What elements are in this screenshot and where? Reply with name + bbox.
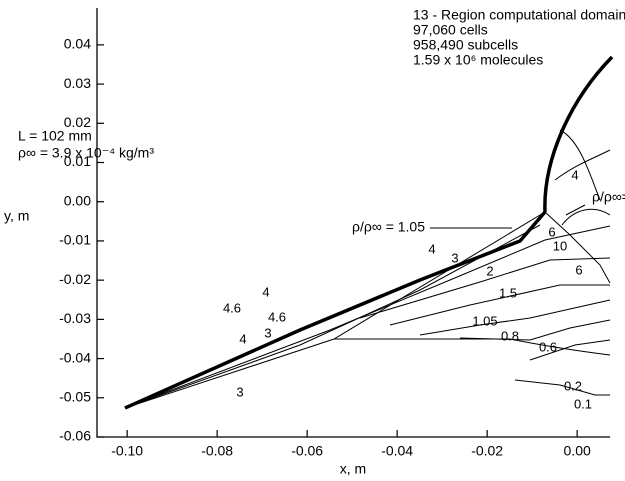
x-tick-label: -0.10 [111,443,143,459]
contour-label: 1.5 [499,285,517,300]
y-tick-label: -0.01 [59,232,91,248]
contour-label: 4 [571,167,578,182]
contour-label: 6 [548,224,555,239]
contour-label: 3 [264,325,271,340]
contour-line [459,319,611,341]
contour-line [561,208,611,226]
contour-label: 0.2 [564,378,582,393]
contour-label: 0.8 [501,328,519,343]
contour-line [139,225,611,403]
contour-label: 4.6 [223,300,241,315]
x-tick-label: 0.00 [564,443,591,459]
x-tick-label: -0.04 [381,443,413,459]
contour-line [419,299,611,336]
x-axis-label: x, m [340,461,366,477]
x-tick-label: -0.02 [471,443,503,459]
y-axis-label: y, m [4,208,29,224]
annotation: 1.59 x 10⁶ molecules [413,52,543,68]
contour-label: 1.05 [472,313,497,328]
annotation: 13 - Region computational domain [413,7,625,23]
contour-label: 0.6 [539,339,557,354]
y-tick-label: 0.00 [64,192,91,208]
y-tick-label: -0.03 [59,310,91,326]
y-tick-label: -0.02 [59,271,91,287]
contour-label: 3 [236,384,243,399]
contour-label: 2 [486,263,493,278]
contour-label: 0.1 [574,396,592,411]
contour-label: 4 [262,284,269,299]
contour-label: 10 [553,238,567,253]
contour-line [559,129,601,201]
contour-line [554,149,611,181]
annotation: ρ∞ = 3.9 x 10⁻⁴ kg/m³ [18,145,154,161]
y-tick-label: 0.03 [64,75,91,91]
callout-line [565,204,586,216]
y-tick-label: -0.05 [59,388,91,404]
contour-label: 4 [239,331,246,346]
contour-line [544,211,611,284]
annotation: L = 102 mm [18,128,92,144]
annotation: 958,490 subcells [413,37,518,53]
y-tick-label: -0.06 [59,428,91,444]
x-tick-label: -0.08 [201,443,233,459]
y-tick-label: 0.01 [64,153,91,169]
y-tick-label: -0.04 [59,349,91,365]
y-tick-label: 0.04 [64,36,91,52]
annotation: ρ/ρ∞=183 [592,189,625,205]
contour-label: 6 [575,262,582,277]
x-tick-label: -0.06 [291,443,323,459]
annotation: 97,060 cells [413,22,488,38]
contour-line [359,257,611,319]
contour-label: 3 [451,250,458,265]
contour-line [529,339,611,361]
annotation: ρ/ρ∞ = 1.05 [352,219,425,235]
contour-line [514,379,610,396]
shock-front [124,210,547,410]
contour-line [389,284,610,326]
flow-field [124,55,614,410]
contour-label: 4 [428,241,435,256]
y-tick-label: 0.02 [64,114,91,130]
contour-label: 4.6 [268,309,286,324]
